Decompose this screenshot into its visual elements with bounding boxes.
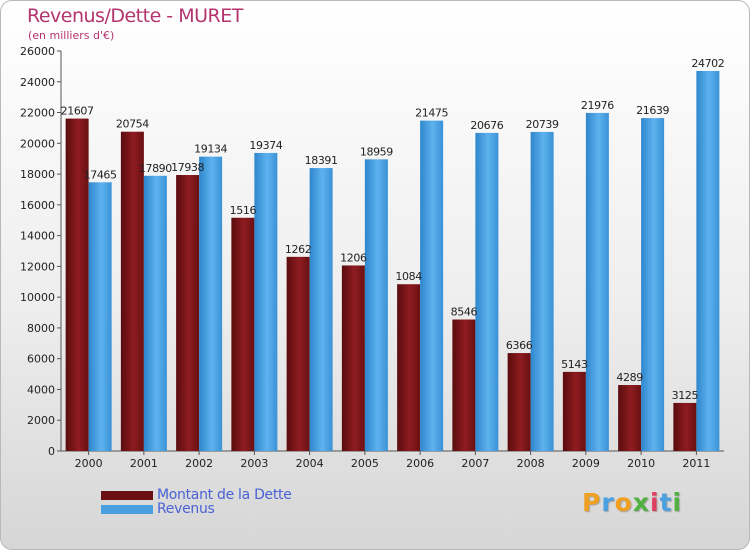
bar-dette bbox=[673, 402, 697, 451]
bar-dette bbox=[176, 175, 200, 451]
x-tick-label: 2008 bbox=[517, 457, 545, 470]
y-tick-label: 26000 bbox=[20, 45, 55, 58]
legend-item-debt: Montant de la Dette bbox=[101, 487, 292, 503]
bar-revenus bbox=[420, 120, 444, 451]
bar-revenus bbox=[254, 152, 278, 451]
x-tick-label: 2009 bbox=[572, 457, 600, 470]
bar-revenus bbox=[199, 156, 223, 451]
bar-revenus bbox=[309, 168, 333, 452]
bar-revenus bbox=[364, 159, 388, 452]
data-label-dette: 1262 bbox=[285, 243, 311, 256]
bar-dette bbox=[452, 319, 476, 451]
data-label-dette: 1516 bbox=[230, 204, 257, 217]
y-tick-label: 6000 bbox=[27, 353, 55, 366]
data-label-dette: 20754 bbox=[116, 118, 149, 131]
logo-letter: r bbox=[601, 488, 615, 517]
x-tick-label: 2005 bbox=[351, 457, 379, 470]
logo-letter: x bbox=[632, 488, 650, 517]
chart-title: Revenus/Dette - MURET bbox=[27, 5, 243, 27]
data-label-dette: 3125 bbox=[672, 389, 699, 402]
bar-revenus bbox=[143, 175, 167, 451]
data-label-dette: 5143 bbox=[561, 358, 588, 371]
bar-dette bbox=[65, 118, 89, 451]
x-tick-label: 2007 bbox=[461, 457, 489, 470]
x-tick-label: 2010 bbox=[627, 457, 655, 470]
y-tick-label: 16000 bbox=[20, 199, 55, 212]
data-label-revenus: 17465 bbox=[84, 168, 117, 181]
y-tick-label: 18000 bbox=[20, 168, 55, 181]
bar-dette bbox=[120, 131, 144, 451]
data-label-dette: 6366 bbox=[506, 339, 533, 352]
legend-label-debt: Montant de la Dette bbox=[157, 487, 292, 503]
logo-letter: o bbox=[614, 488, 633, 517]
y-tick-label: 22000 bbox=[20, 107, 55, 120]
data-label-revenus: 20739 bbox=[526, 118, 559, 131]
data-label-dette: 8546 bbox=[451, 306, 478, 319]
legend-item-revenus: Revenus bbox=[101, 501, 215, 517]
y-tick-label: 4000 bbox=[27, 383, 55, 396]
bar-dette bbox=[507, 353, 531, 451]
x-tick-label: 2006 bbox=[406, 457, 434, 470]
data-label-dette: 17938 bbox=[171, 161, 204, 174]
data-label-revenus: 21639 bbox=[636, 104, 669, 117]
data-label-revenus: 20676 bbox=[470, 119, 503, 132]
x-tick-label: 2000 bbox=[75, 457, 103, 470]
proxiti-logo: Proxiti bbox=[582, 488, 682, 517]
y-tick-label: 24000 bbox=[20, 76, 55, 89]
bar-dette bbox=[397, 284, 421, 451]
bar-dette bbox=[562, 371, 586, 451]
y-tick-label: 2000 bbox=[27, 414, 55, 427]
bar-dette bbox=[231, 217, 255, 451]
logo-letter: i bbox=[650, 488, 660, 517]
data-label-dette: 21607 bbox=[61, 105, 94, 118]
y-tick-label: 14000 bbox=[20, 230, 55, 243]
logo-letter: P bbox=[582, 488, 602, 517]
x-tick-label: 2004 bbox=[296, 457, 324, 470]
data-label-revenus: 24702 bbox=[691, 57, 724, 70]
data-label-revenus: 21976 bbox=[581, 99, 614, 112]
data-label-revenus: 18391 bbox=[305, 154, 338, 167]
y-tick-label: 0 bbox=[48, 445, 55, 458]
legend-swatch-revenus bbox=[101, 504, 153, 514]
y-tick-label: 20000 bbox=[20, 137, 55, 150]
bar-revenus bbox=[696, 70, 720, 451]
bar-revenus bbox=[585, 112, 609, 452]
y-tick-label: 12000 bbox=[20, 260, 55, 273]
x-tick-label: 2002 bbox=[185, 457, 213, 470]
bar-revenus bbox=[475, 132, 499, 451]
x-tick-label: 2011 bbox=[682, 457, 710, 470]
bar-dette bbox=[286, 256, 310, 451]
legend-swatch-debt bbox=[101, 490, 153, 500]
data-label-revenus: 21475 bbox=[415, 107, 448, 120]
chart-subtitle: (en milliers d'€) bbox=[28, 29, 115, 42]
logo-letter: t bbox=[659, 488, 673, 517]
legend-label-revenus: Revenus bbox=[157, 501, 215, 517]
y-tick-label: 8000 bbox=[27, 322, 55, 335]
bar-revenus bbox=[88, 182, 112, 452]
data-label-revenus: 18959 bbox=[360, 145, 393, 158]
data-label-dette: 4289 bbox=[616, 371, 643, 384]
bar-dette bbox=[341, 265, 365, 451]
data-label-dette: 1206 bbox=[340, 251, 367, 264]
bar-revenus bbox=[530, 131, 554, 451]
data-label-revenus: 17890 bbox=[139, 162, 172, 175]
data-label-revenus: 19374 bbox=[249, 139, 282, 152]
x-tick-label: 2003 bbox=[240, 457, 268, 470]
x-tick-label: 2001 bbox=[130, 457, 158, 470]
data-label-dette: 1084 bbox=[395, 270, 422, 283]
bar-dette bbox=[618, 385, 642, 451]
y-tick-label: 10000 bbox=[20, 291, 55, 304]
bar-revenus bbox=[641, 118, 665, 451]
logo-letter: i bbox=[672, 488, 683, 517]
data-label-revenus: 19134 bbox=[194, 143, 227, 156]
